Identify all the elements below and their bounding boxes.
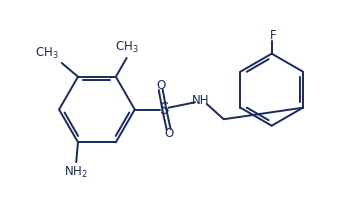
Text: O: O [164,127,173,140]
Text: O: O [156,79,165,92]
Text: NH$_2$: NH$_2$ [64,165,88,180]
Text: NH: NH [192,94,209,107]
Text: CH$_3$: CH$_3$ [35,46,59,61]
Text: S: S [159,102,169,117]
Text: F: F [270,29,277,42]
Text: CH$_3$: CH$_3$ [115,40,138,55]
